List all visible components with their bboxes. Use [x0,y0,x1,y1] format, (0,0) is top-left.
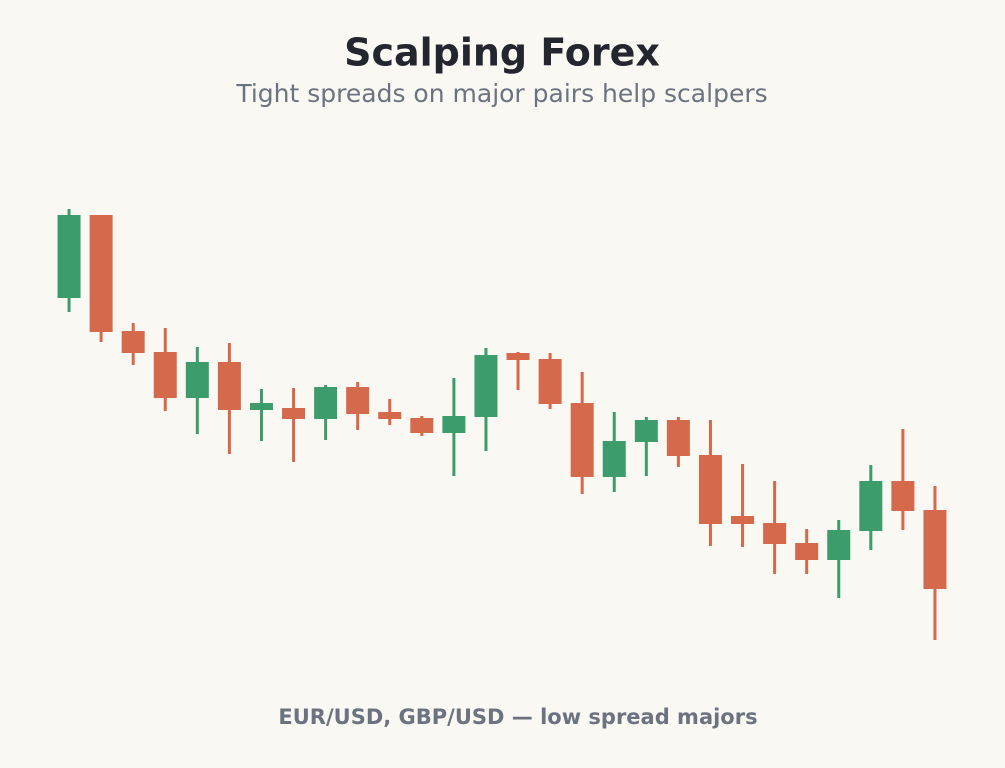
candle-body [410,418,434,433]
candle-body [282,408,306,419]
candle-body [827,530,851,560]
candle-body [442,416,466,433]
candle-body [378,412,402,419]
candle-body [666,420,690,456]
candle-body [698,455,722,524]
candle-body [474,355,498,417]
candle-body [731,516,755,524]
candle-body [795,543,819,560]
candle-body [121,331,145,353]
candle-body [89,215,113,332]
candle-body [602,441,626,477]
chart-title: Scalping Forex [344,31,660,75]
candle-body [185,362,209,398]
chart-subtitle: Tight spreads on major pairs help scalpe… [235,79,767,108]
candle-body [570,403,594,477]
candle-body [346,387,370,414]
candle-body [153,352,177,398]
caption: EUR/USD, GBP/USD — low spread majors [278,705,757,729]
candle-body [57,215,81,298]
candle-body [891,481,915,511]
candle-body [634,420,658,442]
candle-body [763,523,787,544]
candle-body [538,359,562,404]
candle-body [923,510,947,589]
candle-body [859,481,883,531]
candle-body [249,403,273,410]
candle-body [506,353,530,360]
candle-body [314,387,338,419]
candle-body [217,362,241,410]
